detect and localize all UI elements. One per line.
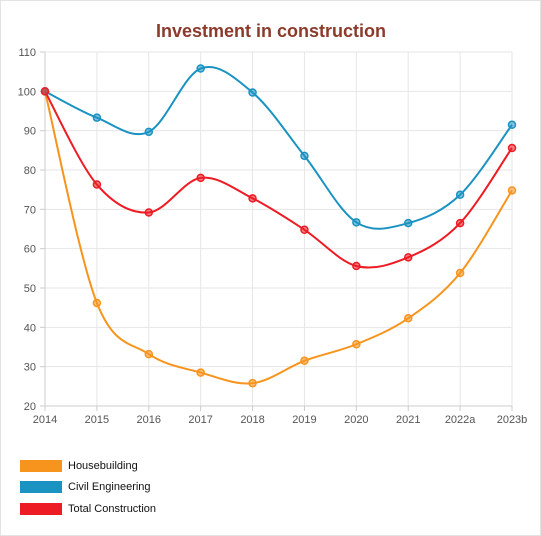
data-point-total-construction[interactable] [40, 87, 50, 96]
axes: 20 30 40 50 60 70 80 90 100 110 2014 2015 2016 2017 20… [18, 47, 528, 426]
data-point-total-construction[interactable] [300, 225, 309, 235]
y-tick-label: 80 [24, 165, 36, 177]
series-line-civil-engineering [44, 66, 513, 230]
data-point-housebuilding[interactable] [352, 339, 361, 349]
series-line-housebuilding [44, 91, 513, 385]
x-tick-label: 2017 [188, 414, 212, 426]
x-tick-label: 2019 [292, 414, 316, 426]
chart-title: Investment in construction [156, 21, 386, 41]
y-tick-label: 20 [24, 401, 36, 413]
data-point-total-construction[interactable] [92, 180, 102, 189]
data-point-housebuilding[interactable] [403, 314, 413, 323]
legend-item-civil-engineering[interactable]: Civil Engineering [20, 477, 156, 499]
y-tick-label: 60 [24, 244, 36, 256]
legend-item-housebuilding[interactable]: Housebuilding [20, 455, 156, 477]
y-tick-label: 40 [24, 322, 36, 334]
x-tick-label: 2014 [33, 414, 57, 426]
data-point-civil-engineering[interactable] [352, 218, 361, 227]
x-tick-label: 2021 [396, 414, 420, 426]
legend-swatch [20, 459, 62, 472]
grid [44, 51, 513, 407]
data-point-civil-engineering[interactable] [196, 64, 205, 73]
y-tick-label: 90 [24, 126, 36, 138]
data-point-total-construction[interactable] [403, 253, 413, 262]
data-point-civil-engineering[interactable] [300, 151, 309, 161]
data-point-housebuilding[interactable] [248, 378, 257, 388]
legend: Housebuilding Civil Engineering Total Cons… [20, 455, 156, 520]
data-point-civil-engineering[interactable] [507, 120, 517, 130]
data-point-housebuilding[interactable] [300, 356, 309, 366]
data-point-civil-engineering[interactable] [455, 190, 465, 200]
legend-swatch [20, 481, 62, 494]
data-point-civil-engineering[interactable] [248, 88, 257, 97]
y-tick-label: 30 [24, 362, 36, 374]
x-tick-label: 2015 [85, 414, 109, 426]
x-tick-label: 2022a [445, 414, 476, 426]
data-point-total-construction[interactable] [196, 173, 205, 183]
legend-label: Civil Engineering [68, 481, 151, 494]
legend-item-total-construction[interactable]: Total Construction [20, 498, 156, 520]
data-point-total-construction[interactable] [352, 261, 361, 271]
x-tick-label: 2018 [240, 414, 264, 426]
series-points [40, 64, 517, 388]
data-point-housebuilding[interactable] [455, 268, 465, 278]
data-point-civil-engineering[interactable] [92, 113, 102, 122]
data-point-housebuilding[interactable] [144, 349, 154, 359]
legend-label: Housebuilding [68, 459, 138, 472]
y-tick-label: 110 [18, 47, 36, 59]
data-point-housebuilding[interactable] [92, 298, 102, 308]
data-point-total-construction[interactable] [507, 143, 517, 153]
data-point-total-construction[interactable] [455, 218, 465, 228]
series-lines [44, 66, 513, 385]
legend-swatch [20, 502, 62, 515]
x-tick-label: 2016 [137, 414, 161, 426]
series-line-total-construction [44, 90, 513, 269]
x-tick-label: 2020 [344, 414, 368, 426]
data-point-total-construction[interactable] [144, 208, 154, 217]
y-tick-label: 50 [24, 283, 36, 295]
data-point-housebuilding[interactable] [507, 186, 517, 195]
data-point-total-construction[interactable] [248, 194, 257, 203]
y-tick-label: 70 [24, 204, 36, 216]
legend-label: Total Construction [68, 502, 157, 515]
x-tick-label: 2023b [497, 414, 528, 426]
y-tick-label: 100 [18, 86, 36, 98]
data-point-housebuilding[interactable] [196, 368, 205, 377]
data-point-civil-engineering[interactable] [403, 218, 413, 228]
data-point-civil-engineering[interactable] [144, 127, 154, 137]
